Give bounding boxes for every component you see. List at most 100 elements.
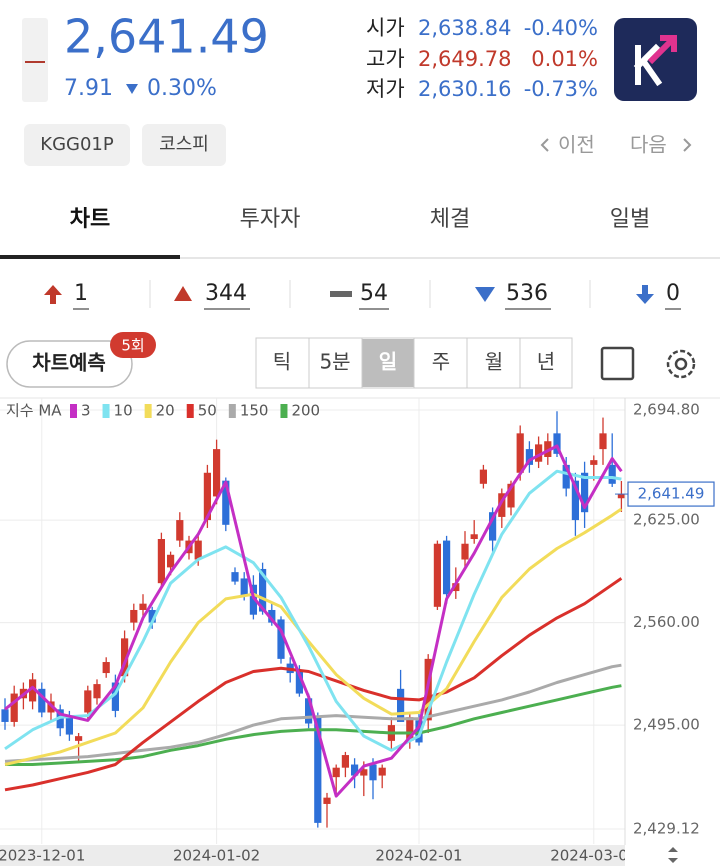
- count: 536: [506, 281, 548, 306]
- x-tick-label: 2023-12-01: [0, 847, 85, 865]
- count: 0: [666, 281, 680, 306]
- high-label: 고가: [366, 47, 405, 71]
- y-tick-label: 2,495.00: [633, 716, 700, 734]
- candle-body: [498, 493, 506, 517]
- x-axis: 2023-12-01 2024-01-02 2024-02-01 2024-03-04: [0, 847, 637, 865]
- down-triangle: [126, 84, 138, 94]
- down-icon: [475, 287, 495, 302]
- predict-button[interactable]: 차트예측: [6, 340, 133, 388]
- candle-body: [213, 449, 221, 497]
- ma-line: [4, 469, 622, 752]
- x-tick-label: 2024-02-01: [375, 847, 462, 865]
- candle-body: [470, 534, 478, 540]
- axis-corner: [625, 845, 720, 866]
- up-icon: [174, 286, 192, 301]
- flat-icon: [330, 291, 352, 297]
- candle-body: [608, 464, 616, 484]
- legend-swatch: [186, 404, 194, 418]
- compare-icon[interactable]: [600, 346, 635, 381]
- chevron-right: [683, 138, 692, 152]
- candle-body: [443, 540, 451, 595]
- tag: KGG01P: [40, 134, 114, 155]
- candle-body: [369, 764, 377, 781]
- legend-swatch: [102, 404, 110, 418]
- candle-body: [84, 690, 92, 713]
- legend-label: 50: [198, 402, 217, 420]
- tag-bg: [142, 124, 226, 166]
- tab[interactable]: 차트: [70, 207, 110, 232]
- tab[interactable]: 일별: [610, 207, 650, 232]
- limit-up-icon: [44, 285, 62, 304]
- tab-indicator: [0, 255, 180, 259]
- candle-body: [240, 578, 248, 596]
- tab[interactable]: 체결: [430, 207, 470, 232]
- current-price: 2,641.49: [64, 10, 269, 64]
- logo-k: [633, 43, 663, 87]
- period[interactable]: 5분: [319, 350, 350, 374]
- candle-body: [617, 494, 625, 499]
- prev-button[interactable]: 이전: [540, 133, 595, 157]
- tag: 코스피: [159, 134, 209, 155]
- candle-body: [111, 682, 119, 711]
- candle-body: [102, 662, 110, 674]
- settings-icon[interactable]: [666, 349, 696, 379]
- x-tick-label: 2024-01-02: [173, 847, 260, 865]
- period[interactable]: 틱: [273, 350, 291, 374]
- y-axis: 2,694.80 2,625.00 2,560.00 2,495.00 2,429.12…: [615, 401, 715, 838]
- candle-body: [148, 609, 156, 623]
- period[interactable]: 월: [485, 350, 503, 374]
- open-label: 시가: [366, 16, 405, 40]
- candle-body: [157, 539, 165, 584]
- ma-line: [4, 663, 622, 763]
- app-logo[interactable]: [614, 18, 697, 101]
- count: 54: [360, 281, 388, 306]
- candle-body: [167, 554, 175, 568]
- candle-body: [341, 755, 349, 768]
- candle-body: [581, 472, 589, 513]
- candle-body: [351, 764, 359, 776]
- candle-body: [516, 433, 524, 473]
- candle-body: [571, 480, 579, 521]
- candle-body: [75, 736, 83, 741]
- x-axis-bar: [0, 845, 720, 866]
- tab[interactable]: 투자자: [240, 207, 301, 232]
- candle-body: [562, 464, 570, 489]
- candle-body: [525, 449, 533, 465]
- price-marker-label: 2,641.49: [638, 485, 705, 503]
- legend-swatch: [228, 404, 236, 418]
- candle-body: [397, 688, 405, 722]
- candle-body: [433, 543, 441, 607]
- legend-label: 150: [240, 402, 269, 420]
- y-tick-label: 2,625.00: [633, 511, 700, 529]
- legend-swatch: [144, 404, 152, 418]
- next-button[interactable]: 다음: [630, 133, 692, 157]
- ma-line: [4, 507, 623, 766]
- candle-body: [139, 603, 147, 610]
- ma-line: [4, 444, 623, 798]
- legend-swatch: [280, 404, 288, 418]
- y-tick-label: 2,560.00: [633, 613, 700, 631]
- period[interactable]: 일: [379, 350, 397, 374]
- open-value: 2,638.84: [418, 16, 512, 40]
- badge: 5회: [121, 337, 144, 355]
- legend: 지수 MA 3 10 20 50 150 200: [6, 402, 320, 420]
- candle-body: [535, 444, 543, 462]
- candle-body: [479, 469, 487, 484]
- candle-body: [590, 460, 598, 465]
- tag-bg: [24, 124, 130, 166]
- scroll-icon[interactable]: [668, 847, 678, 863]
- low-value: 2,630.16: [418, 77, 512, 101]
- candle-body: [553, 433, 561, 454]
- candle-body: [277, 619, 285, 659]
- y-tick-label: 2,429.12: [633, 820, 700, 838]
- period[interactable]: 주: [432, 350, 450, 374]
- candle-body: [130, 609, 138, 623]
- period[interactable]: 년: [537, 350, 555, 374]
- ma-line: [5, 684, 622, 766]
- low-label: 저가: [366, 77, 405, 101]
- candle-body: [203, 472, 211, 521]
- candle-body: [1, 709, 9, 722]
- candle-body: [176, 520, 184, 541]
- candle-body: [305, 698, 313, 724]
